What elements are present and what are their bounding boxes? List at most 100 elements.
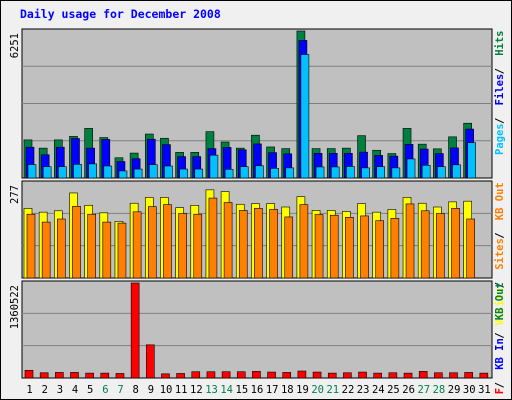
- hits-bar-pages-day-9: [148, 164, 158, 179]
- hits-bar-pages-day-21: [330, 166, 340, 179]
- x-tick-label-day-20: 20: [311, 384, 324, 396]
- x-tick-label-day-14: 14: [220, 384, 233, 396]
- x-tick-label-day-2: 2: [42, 384, 48, 396]
- x-tick-label-day-10: 10: [160, 384, 173, 396]
- kbytes-legend-kb-in: KB In: [494, 338, 506, 370]
- hits-bar-pages-day-8: [133, 168, 143, 179]
- x-tick-label-day-26: 26: [402, 384, 415, 396]
- x-tick-label-day-12: 12: [190, 384, 203, 396]
- visits-bar-sites-day-6: [102, 221, 112, 279]
- kbytes-bar-kb-f-day-5: [85, 372, 94, 379]
- visits-legend-sites: Sites: [494, 238, 506, 270]
- visits-bar-sites-day-24: [375, 220, 385, 279]
- x-tick-label-day-9: 9: [148, 384, 154, 396]
- visits-legend-visits: Visits: [494, 288, 506, 326]
- hits-bar-pages-day-13: [209, 154, 219, 179]
- hits-legend-files: Files: [494, 74, 506, 106]
- x-tick-label-day-6: 6: [102, 384, 108, 396]
- hits-legend-hits: Hits: [494, 31, 506, 56]
- visits-bar-sites-day-15: [238, 210, 248, 279]
- hits-bar-pages-day-2: [42, 166, 52, 179]
- visits-legend-separator: /: [494, 232, 506, 238]
- visits-bar-sites-day-19: [299, 204, 309, 279]
- hits-bar-pages-day-26: [406, 158, 416, 179]
- x-tick-label-day-11: 11: [175, 384, 188, 396]
- x-tick-label-day-18: 18: [281, 384, 294, 396]
- visits-bar-sites-day-30: [466, 218, 475, 279]
- kbytes-panel: [21, 280, 493, 379]
- visits-bar-sites-day-26: [405, 203, 415, 279]
- hits-legend-pages: Pages: [494, 123, 506, 155]
- hits-bar-pages-day-27: [421, 165, 431, 179]
- kbytes-bar-kb-f-day-6: [100, 372, 110, 379]
- hits-max-label: 6251: [9, 33, 21, 58]
- visits-max-label: 277: [9, 185, 21, 204]
- visits-bar-sites-day-2: [41, 221, 51, 279]
- kbytes-bar-kb-f-day-18: [282, 372, 292, 379]
- x-tick-label-day-3: 3: [57, 384, 63, 396]
- visits-bar-sites-day-8: [132, 211, 142, 279]
- kbytes-bar-kb-f-day-29: [449, 372, 458, 379]
- visits-bar-sites-day-5: [87, 213, 96, 279]
- visits-bar-sites-day-20: [314, 214, 324, 279]
- kbytes-bar-kb-f-day-27: [418, 371, 428, 379]
- kbytes-bar-kb-f-day-1: [24, 370, 34, 379]
- x-tick-label-day-8: 8: [133, 384, 139, 396]
- hits-bar-pages-day-19: [300, 54, 310, 179]
- x-tick-label-day-1: 1: [26, 384, 32, 396]
- visits-bar-sites-day-27: [420, 210, 430, 279]
- visits-bar-sites-day-22: [345, 216, 354, 279]
- kbytes-legend-kb-f: KB F: [494, 388, 506, 399]
- hits-bar-pages-day-3: [58, 166, 67, 179]
- x-tick-label-day-17: 17: [266, 384, 279, 396]
- x-tick-label-day-24: 24: [372, 384, 385, 396]
- kbytes-bar-kb-f-day-21: [327, 372, 337, 379]
- visits-bar-sites-day-7: [117, 222, 127, 279]
- x-tick-label-day-30: 30: [463, 384, 476, 396]
- x-tick-label-day-16: 16: [251, 384, 264, 396]
- kbytes-bar-kb-f-day-25: [388, 372, 398, 379]
- visits-bar-sites-day-25: [390, 218, 400, 279]
- kbytes-bar-kb-f-day-16: [252, 371, 261, 379]
- hits-bar-pages-day-10: [164, 165, 173, 179]
- x-tick-label-day-15: 15: [236, 384, 249, 396]
- visits-bar-sites-day-10: [163, 204, 172, 279]
- x-tick-label-day-19: 19: [296, 384, 309, 396]
- kbytes-bar-kb-f-day-19: [297, 370, 307, 379]
- x-tick-label-day-25: 25: [387, 384, 400, 396]
- hits-bar-pages-day-24: [376, 166, 386, 179]
- x-tick-label-day-22: 22: [342, 384, 355, 396]
- hits-bar-pages-day-18: [285, 167, 295, 179]
- kbytes-bar-kb-f-day-9: [145, 344, 155, 379]
- hits-bar-pages-day-16: [255, 165, 264, 179]
- hits-bar-pages-day-15: [239, 166, 249, 179]
- hits-bar-pages-day-11: [179, 168, 188, 179]
- hits-bar-pages-day-30: [467, 142, 476, 179]
- hits-bar-pages-day-20: [315, 166, 325, 179]
- hits-bar-pages-day-29: [452, 164, 461, 179]
- kbytes-bar-kb-f-day-23: [358, 371, 367, 379]
- hits-bar-pages-day-28: [437, 166, 446, 179]
- visits-legend-kb-out: KB Out: [494, 182, 506, 220]
- hits-bar-pages-day-12: [194, 168, 204, 179]
- kbytes-bar-kb-f-day-26: [403, 372, 413, 379]
- kbytes-bar-kb-f-day-7: [115, 373, 125, 379]
- x-tick-label-day-23: 23: [357, 384, 370, 396]
- x-tick-label-day-29: 29: [448, 384, 461, 396]
- kbytes-bar-kb-f-day-11: [176, 373, 185, 379]
- visits-bar-sites-day-29: [451, 208, 460, 279]
- kbytes-max-label: 1360522: [9, 285, 21, 329]
- kbytes-bar-kb-f-day-14: [221, 371, 231, 379]
- hits-bar-pages-day-6: [103, 165, 113, 179]
- kbytes-bar-kb-f-day-22: [343, 372, 352, 379]
- kbytes-bar-kb-f-day-2: [39, 372, 49, 379]
- x-tick-label-day-28: 28: [433, 384, 446, 396]
- hits-bar-pages-day-1: [27, 164, 37, 179]
- visits-bar-sites-day-4: [72, 206, 81, 279]
- hits-bar-pages-day-14: [224, 168, 234, 179]
- visits-bar-sites-day-11: [178, 213, 187, 279]
- hits-legend-separator: /: [494, 118, 506, 124]
- x-tick-label-day-5: 5: [87, 384, 93, 396]
- hits-legend-separator: /: [494, 68, 506, 74]
- kbytes-bar-kb-f-day-4: [70, 372, 79, 379]
